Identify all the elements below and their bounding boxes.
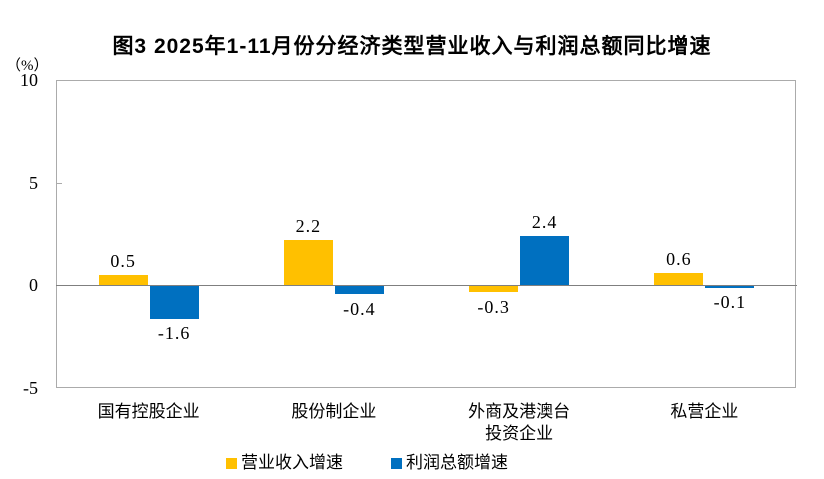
y-axis-tick-label-10: 10	[20, 70, 38, 90]
bar-profit-growth-2	[334, 286, 384, 295]
bar-value-label-profit-growth-1: -1.6	[157, 323, 191, 344]
bar-revenue-growth-3	[469, 286, 519, 293]
bar-value-label-revenue-growth-1: 0.5	[110, 251, 136, 272]
y-axis-tick-label-5: 5	[29, 172, 38, 193]
bar-value-label-revenue-growth-3: -0.3	[477, 296, 510, 317]
legend-swatch-icon	[391, 457, 402, 469]
legend-item-profit-growth: 利润总额增速	[391, 453, 508, 473]
y-axis-tick-label-0: 0	[29, 275, 38, 296]
bar-profit-growth-4	[705, 286, 755, 289]
bar-revenue-growth-2	[283, 240, 333, 286]
y-axis-tick-mark-5	[57, 183, 62, 184]
x-axis-category-label-4: 私营企业	[670, 402, 739, 421]
y-axis-unit-label: （%）	[6, 58, 49, 74]
chart-title: 图3 2025年1-11月份分经济类型营业收入与利润总额同比增速	[112, 35, 712, 58]
x-axis-category-label-1: 国有控股企业	[97, 402, 200, 421]
bar-value-label-profit-growth-3: 2.4	[531, 212, 558, 233]
legend-item-revenue-growth: 营业收入增速	[226, 453, 343, 473]
x-axis-category-label-2: 股份制企业	[291, 402, 377, 421]
bar-profit-growth-1	[149, 286, 199, 320]
bar-value-label-profit-growth-4: -0.1	[713, 292, 747, 313]
legend-swatch-icon	[226, 457, 237, 469]
bar-value-label-profit-growth-2: -0.4	[343, 298, 376, 319]
bar-revenue-growth-1	[98, 275, 148, 286]
x-axis-category-label-3: 外商及港澳台 投资企业	[468, 402, 571, 443]
legend-label: 利润总额增速	[406, 453, 508, 472]
legend: 营业收入增速 利润总额增速	[226, 453, 508, 473]
bar-profit-growth-3	[520, 236, 570, 286]
bar-value-label-revenue-growth-4: 0.6	[666, 249, 692, 269]
y-axis-tick-label--5: -5	[23, 378, 38, 398]
legend-label: 营业收入增速	[241, 453, 343, 472]
bar-value-label-revenue-growth-2: 2.2	[295, 216, 322, 237]
zero-axis-line	[56, 285, 797, 286]
plot-area	[56, 80, 796, 388]
bar-revenue-growth-4	[654, 273, 704, 286]
